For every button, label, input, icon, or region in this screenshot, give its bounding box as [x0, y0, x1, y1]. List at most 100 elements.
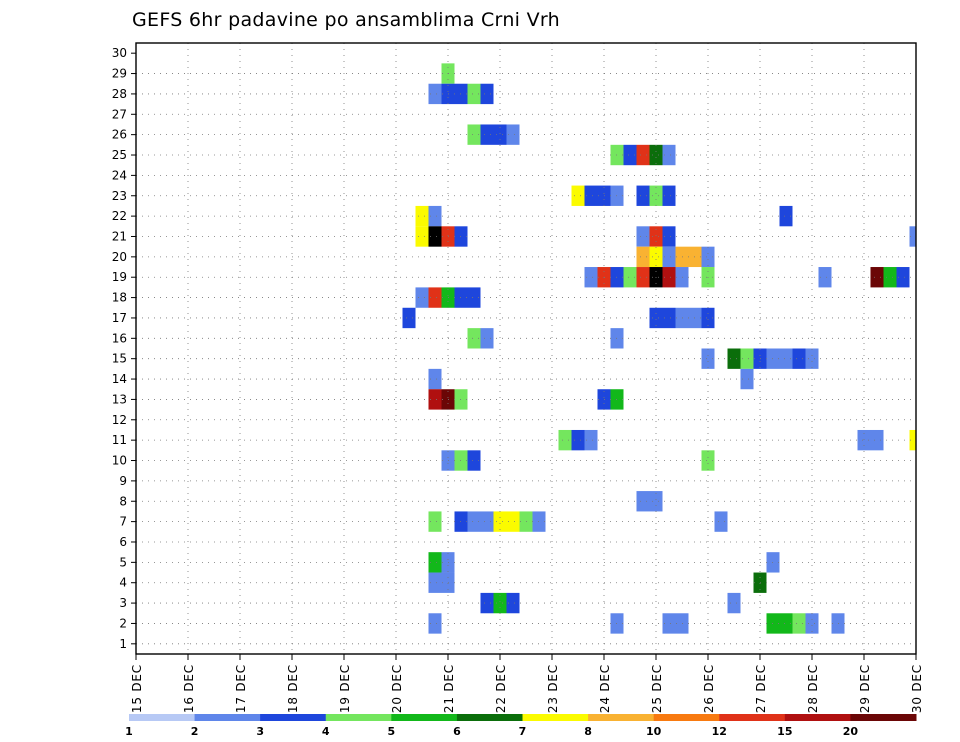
heatmap-cell: [636, 491, 650, 512]
heatmap-cell: [428, 83, 442, 105]
heatmap-cell: [701, 450, 715, 471]
y-tick-label: 8: [119, 494, 127, 508]
heatmap-cell: [467, 124, 481, 145]
y-tick-label: 16: [112, 331, 127, 345]
heatmap-cell: [428, 389, 442, 410]
x-tick-label: 30 DEC: [910, 664, 924, 713]
y-tick-label: 21: [112, 229, 127, 243]
heatmap-cell: [857, 429, 871, 451]
heatmap-cell: [428, 552, 442, 573]
y-tick-label: 7: [119, 515, 127, 529]
heatmap-cell: [428, 368, 442, 390]
y-tick-label: 20: [112, 250, 127, 264]
heatmap-cell: [558, 429, 572, 451]
heatmap-cell: [636, 267, 650, 288]
heatmap-cell: [415, 205, 429, 227]
x-tick-label: 24 DEC: [598, 664, 612, 713]
heatmap-cell: [779, 613, 793, 634]
heatmap-cell: [805, 613, 819, 634]
colorbar-segment: [653, 714, 720, 721]
heatmap-cell: [649, 491, 663, 512]
y-tick-label: 23: [112, 189, 127, 203]
heatmap-cell: [480, 592, 494, 614]
heatmap-cell: [727, 348, 741, 369]
heatmap-cell: [662, 144, 676, 166]
heatmap-cell: [649, 226, 663, 247]
y-tick-label: 30: [112, 46, 127, 60]
colorbar-label: 20: [843, 725, 859, 738]
y-tick-label: 27: [112, 107, 127, 121]
heatmap-cell: [870, 429, 884, 451]
heatmap-cell: [805, 348, 819, 369]
heatmap-cell: [467, 287, 481, 308]
colorbar-segment: [522, 714, 589, 721]
heatmap-cell: [506, 511, 520, 532]
heatmap-cell: [701, 348, 715, 369]
y-tick-label: 24: [112, 168, 127, 182]
heatmap-cell: [649, 307, 663, 329]
heatmap-cell: [662, 613, 676, 634]
y-tick-label: 22: [112, 209, 127, 223]
colorbar-label: 5: [388, 725, 396, 738]
heatmap-cell: [909, 226, 916, 247]
heatmap-cell: [480, 511, 494, 532]
heatmap-cell: [792, 348, 806, 369]
colorbar-label: 3: [256, 725, 264, 738]
x-tick-label: 28 DEC: [806, 664, 820, 713]
heatmap-cell: [636, 226, 650, 247]
x-tick-label: 29 DEC: [858, 664, 872, 713]
colorbar-label: 8: [584, 725, 592, 738]
colorbar-legend: 1 2 3 4 5 6 7 8 10 12 15 20: [125, 714, 917, 738]
x-tick-label: 19 DEC: [338, 664, 352, 713]
plot-frame: [135, 42, 917, 655]
heatmap-cell: [636, 185, 650, 206]
colorbar-segment: [194, 714, 261, 721]
heatmap-cell: [428, 613, 442, 634]
y-tick-label: 29: [112, 67, 127, 81]
y-tick-label: 15: [112, 352, 127, 366]
heatmap-cell: [584, 267, 598, 288]
heatmap-cell: [402, 307, 416, 329]
heatmap-cell: [415, 226, 429, 247]
colorbar-label: 15: [777, 725, 792, 738]
heatmap-cell: [428, 572, 442, 593]
heatmap-cell: [428, 226, 442, 247]
heatmap-cell: [467, 83, 481, 105]
heatmap-cell: [818, 267, 832, 288]
x-tick-label: 21 DEC: [442, 664, 456, 713]
heatmap-cell: [428, 287, 442, 308]
y-tick-label: 2: [119, 616, 127, 630]
heatmap-cell: [792, 613, 806, 634]
y-tick-label: 1: [119, 637, 127, 651]
heatmap-cell: [701, 246, 715, 268]
colorbar-label: 4: [322, 725, 330, 738]
heatmap-cell: [740, 368, 754, 390]
heatmap-cell: [714, 511, 728, 532]
colorbar-segment: [391, 714, 458, 721]
y-tick-label: 19: [112, 270, 127, 284]
heatmap-cell: [480, 124, 494, 145]
y-tick-label: 17: [112, 311, 127, 325]
x-tick-label: 16 DEC: [182, 664, 196, 713]
y-tick-label: 14: [112, 372, 127, 386]
colorbar-segment: [719, 714, 786, 721]
heatmap-cell: [649, 185, 663, 206]
y-tick-label: 12: [112, 413, 127, 427]
heatmap-cell: [493, 124, 507, 145]
y-tick-label: 4: [119, 576, 127, 590]
chart-title: GEFS 6hr padavine po ansamblima Crni Vrh: [132, 9, 560, 31]
y-tick-label: 10: [112, 454, 127, 468]
heatmap-cell: [571, 185, 585, 206]
heatmap-cell: [740, 348, 754, 369]
heatmap-cell: [623, 144, 637, 166]
colorbar-label: 2: [191, 725, 199, 738]
heatmap-cell: [506, 592, 520, 614]
heatmap-cell: [649, 246, 663, 268]
heatmap-cell: [662, 267, 676, 288]
heatmap-cell: [467, 328, 481, 349]
heatmap-cell: [896, 267, 910, 288]
x-tick-label: 18 DEC: [286, 664, 300, 713]
heatmap-cell: [480, 328, 494, 349]
heatmap-cell: [428, 511, 442, 532]
